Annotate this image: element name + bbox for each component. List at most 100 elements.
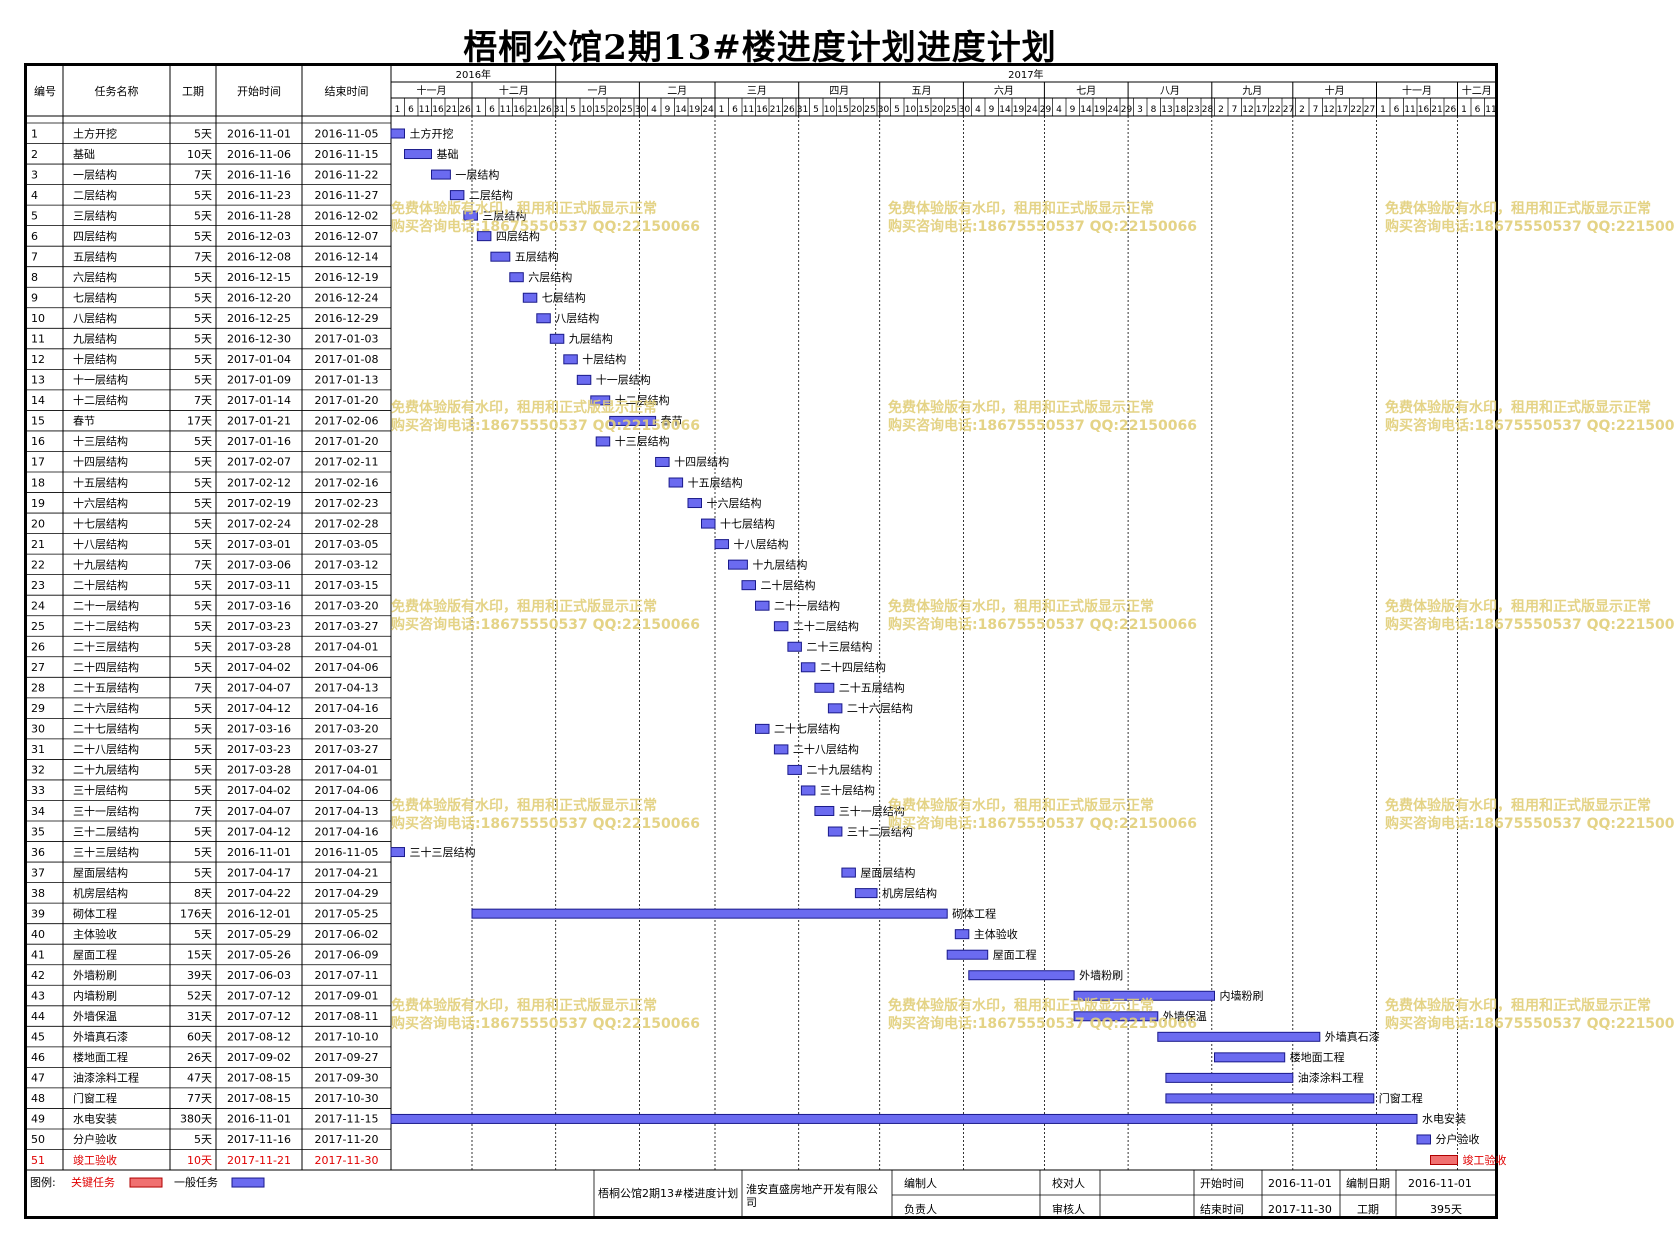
day-label: 22	[1350, 105, 1361, 115]
watermark-line2: 购买咨询电话:18675550537 QQ:22150066	[391, 1015, 700, 1032]
task-bar-label: 九层结构	[569, 332, 613, 346]
month-label: 八月	[1160, 85, 1180, 97]
task-end: 2017-09-30	[315, 1072, 379, 1085]
column-header: 工期	[182, 85, 204, 98]
task-bar	[968, 970, 1075, 981]
task-bar	[827, 703, 843, 714]
footer-company-wrap: 司	[746, 1196, 757, 1209]
task-id: 42	[31, 969, 45, 982]
task-id: 38	[31, 887, 45, 900]
task-duration: 5天	[194, 456, 212, 469]
task-name: 三十一层结构	[73, 804, 139, 818]
task-start: 2017-06-03	[227, 969, 291, 982]
task-duration: 5天	[194, 292, 212, 305]
task-bar	[1157, 1031, 1321, 1042]
task-end: 2017-03-27	[315, 743, 379, 756]
task-name: 二十五层结构	[73, 681, 139, 695]
task-name: 十七层结构	[73, 516, 128, 530]
task-duration: 7天	[194, 168, 212, 181]
footer-made-value: 2016-11-01	[1408, 1177, 1472, 1190]
task-bar	[655, 456, 670, 467]
task-start: 2017-03-11	[227, 579, 291, 592]
task-bar	[773, 744, 789, 755]
task-bar-label: 三层结构	[482, 208, 526, 222]
task-id: 11	[31, 333, 45, 346]
task-bar-label: 十一层结构	[596, 373, 651, 387]
day-label: 12	[1323, 105, 1334, 115]
task-name: 分户验收	[73, 1132, 117, 1146]
task-start: 2017-05-29	[227, 928, 291, 941]
task-bar	[1214, 1052, 1286, 1063]
task-end: 2017-03-12	[315, 558, 379, 571]
task-start: 2017-07-12	[227, 990, 291, 1003]
day-label: 25	[864, 105, 875, 115]
task-bar	[841, 867, 856, 878]
month-label: 五月	[912, 85, 932, 97]
task-duration: 5天	[194, 599, 212, 612]
task-bar-label: 五层结构	[515, 249, 559, 263]
day-label: 11	[419, 105, 430, 115]
day-label: 21	[770, 105, 781, 115]
task-start: 2017-03-01	[227, 538, 291, 551]
task-start: 2016-12-20	[227, 292, 291, 305]
task-bar	[471, 908, 948, 919]
task-duration: 5天	[194, 127, 212, 140]
task-bar-label: 二十二层结构	[793, 619, 859, 633]
task-id: 17	[31, 456, 45, 469]
day-label: 20	[608, 105, 620, 115]
task-end: 2017-08-11	[315, 1010, 379, 1023]
task-bar-label: 屋面层结构	[860, 865, 915, 879]
day-label: 2	[1299, 105, 1305, 115]
task-bar-label: 八层结构	[555, 311, 599, 325]
task-end: 2016-11-05	[315, 846, 379, 859]
day-label: 27	[1364, 105, 1375, 115]
task-id: 7	[31, 250, 38, 263]
task-name: 二十八层结构	[73, 742, 139, 756]
day-label: 8	[1151, 105, 1157, 115]
month-label: 七月	[1076, 85, 1096, 97]
watermark-line2: 购买咨询电话:18675550537 QQ:22150066	[391, 417, 700, 434]
task-duration: 5天	[194, 189, 212, 202]
task-bar-label: 基础	[437, 148, 459, 161]
legend-normal-label: 一般任务	[174, 1176, 218, 1189]
task-duration: 7天	[194, 394, 212, 407]
task-duration: 5天	[194, 271, 212, 284]
task-end: 2016-12-14	[315, 250, 379, 263]
day-label: 1	[1461, 105, 1467, 115]
task-start: 2016-12-15	[227, 271, 291, 284]
task-end: 2016-11-27	[315, 189, 379, 202]
task-bar-label: 十七层结构	[720, 516, 775, 530]
task-end: 2016-12-24	[315, 292, 379, 305]
task-start: 2016-12-03	[227, 230, 291, 243]
task-name: 屋面层结构	[73, 865, 128, 879]
watermark-line1: 免费体验版有水印，租用和正式版显示正常	[888, 797, 1154, 814]
task-bar	[854, 888, 878, 899]
task-id: 18	[31, 476, 45, 489]
task-bar	[1073, 1011, 1159, 1022]
month-label: 九月	[1242, 85, 1262, 97]
day-label: 29	[1121, 105, 1133, 115]
task-start: 2017-03-06	[227, 558, 291, 571]
task-bar	[476, 231, 492, 242]
task-duration: 5天	[194, 435, 212, 448]
task-end: 2017-01-20	[315, 394, 379, 407]
task-end: 2016-12-19	[315, 271, 379, 284]
task-duration: 77天	[187, 1092, 212, 1105]
task-id: 27	[31, 661, 45, 674]
task-bar-label: 十九层结构	[752, 557, 807, 571]
watermark-line1: 免费体验版有水印，租用和正式版显示正常	[391, 997, 657, 1014]
day-label: 16	[432, 105, 444, 115]
task-bar-label: 二层结构	[469, 188, 513, 202]
watermark-line1: 免费体验版有水印，租用和正式版显示正常	[1385, 797, 1651, 814]
task-bar-label: 三十三层结构	[410, 845, 476, 859]
day-label: 9	[989, 105, 995, 115]
task-bar	[787, 764, 802, 775]
task-id: 9	[31, 292, 38, 305]
day-label: 15	[837, 105, 848, 115]
task-end: 2016-11-22	[315, 168, 379, 181]
task-id: 24	[31, 599, 45, 612]
day-label: 24	[1026, 105, 1038, 115]
task-duration: 176天	[180, 907, 212, 920]
day-label: 30	[959, 105, 971, 115]
month-label: 四月	[829, 85, 849, 97]
